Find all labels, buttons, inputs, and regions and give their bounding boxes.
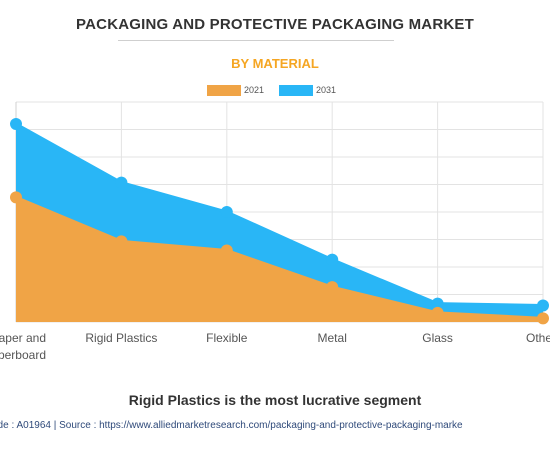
data-point-2031 (115, 176, 128, 189)
legend-label-2021: 2021 (244, 85, 265, 95)
title-divider (118, 40, 394, 41)
data-point-2031 (537, 299, 549, 312)
legend-label-2031: 2031 (316, 85, 337, 95)
data-point-2021 (220, 244, 233, 257)
x-tick-label: Metal (318, 331, 347, 345)
data-point-2021 (537, 312, 549, 325)
chart-title: PACKAGING AND PROTECTIVE PACKAGING MARKE… (76, 16, 474, 33)
legend-swatch-2031 (279, 85, 313, 96)
area-chart: aper and perboard Rigid Plastics Flexible Me… (0, 101, 550, 362)
data-point-2031 (220, 206, 233, 218)
legend-swatch-2021 (207, 85, 241, 96)
series-area-2021 (16, 197, 543, 322)
x-tick-label: aper and (0, 331, 46, 345)
data-point-2021 (115, 235, 128, 248)
legend-item-2021[interactable]: 2021 (207, 84, 277, 98)
chart-subtitle: BY MATERIAL (231, 56, 319, 71)
data-point-2031 (10, 118, 22, 130)
x-tick-label: Flexible (206, 331, 248, 345)
data-point-2021 (10, 191, 22, 204)
data-point-2021 (326, 281, 339, 294)
x-tick-label: perboard (0, 348, 46, 362)
legend-item-2031[interactable]: 2031 (279, 84, 349, 98)
key-finding-note: Rigid Plastics is the most lucrative seg… (128, 392, 422, 408)
x-tick-label: Othe (526, 331, 550, 345)
x-tick-label: Glass (422, 331, 453, 345)
data-point-2021 (431, 306, 444, 319)
x-tick-label: Rigid Plastics (85, 331, 157, 345)
data-point-2031 (431, 297, 444, 310)
series-line-2021 (15, 195, 544, 320)
series-line-2031 (15, 122, 544, 307)
source-citation: ode : A01964 | Source : https://www.alli… (0, 420, 463, 431)
data-point-2031 (326, 253, 339, 266)
